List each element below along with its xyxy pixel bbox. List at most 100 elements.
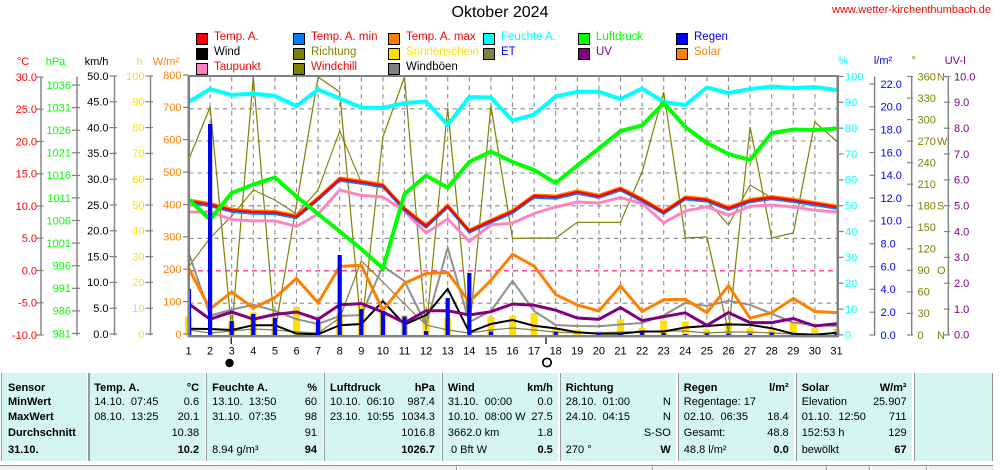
svg-text:20.0: 20.0 — [87, 226, 108, 238]
svg-text:1: 1 — [185, 346, 191, 358]
svg-text:40: 40 — [845, 226, 857, 238]
svg-text:S: S — [937, 201, 944, 213]
svg-text:8.0: 8.0 — [954, 123, 969, 135]
svg-text:5.0: 5.0 — [954, 201, 969, 213]
svg-text:16.0: 16.0 — [881, 147, 902, 159]
svg-text:35.0: 35.0 — [87, 148, 108, 160]
svg-text:2.0: 2.0 — [954, 278, 969, 290]
svg-text:10: 10 — [132, 303, 144, 315]
svg-text:13: 13 — [442, 346, 454, 358]
svg-text:15.0: 15.0 — [87, 251, 108, 263]
svg-text:10: 10 — [845, 304, 857, 316]
svg-text:30: 30 — [918, 308, 930, 320]
svg-text:29: 29 — [787, 346, 799, 358]
svg-text:30.0: 30.0 — [16, 72, 37, 84]
svg-text:10: 10 — [377, 346, 389, 358]
svg-text:7: 7 — [315, 346, 321, 358]
svg-text:10.0: 10.0 — [16, 201, 37, 213]
svg-text:-10.0: -10.0 — [12, 330, 37, 342]
svg-text:10.0: 10.0 — [954, 71, 975, 83]
svg-text:6: 6 — [293, 346, 299, 358]
svg-text:hPa: hPa — [46, 56, 66, 68]
svg-text:8: 8 — [337, 346, 343, 358]
svg-text:0.0: 0.0 — [954, 330, 969, 342]
svg-text:240: 240 — [918, 157, 936, 169]
svg-text:27: 27 — [744, 346, 756, 358]
svg-text:0.0: 0.0 — [93, 329, 108, 341]
svg-text:5: 5 — [272, 346, 278, 358]
svg-text:0.0: 0.0 — [881, 330, 896, 342]
svg-text:20.0: 20.0 — [16, 136, 37, 148]
svg-text:20: 20 — [132, 277, 144, 289]
svg-text:22: 22 — [636, 346, 648, 358]
svg-text:15: 15 — [485, 346, 497, 358]
svg-text:600: 600 — [163, 135, 181, 147]
svg-text:5.0: 5.0 — [22, 233, 37, 245]
svg-text:21: 21 — [614, 346, 626, 358]
svg-text:20.0: 20.0 — [881, 102, 902, 114]
svg-text:70: 70 — [845, 149, 857, 161]
svg-text:%: % — [838, 55, 848, 67]
svg-text:28: 28 — [766, 346, 778, 358]
svg-text:991: 991 — [53, 283, 71, 295]
svg-text:15.0: 15.0 — [16, 169, 37, 181]
svg-text:14.0: 14.0 — [881, 170, 902, 182]
svg-text:N: N — [937, 71, 945, 83]
svg-text:5.0: 5.0 — [93, 303, 108, 315]
svg-text:17: 17 — [528, 346, 540, 358]
svg-text:km/h: km/h — [85, 56, 109, 68]
svg-text:12.0: 12.0 — [881, 193, 902, 205]
svg-text:26: 26 — [722, 346, 734, 358]
svg-text:90: 90 — [132, 97, 144, 109]
svg-text:N: N — [937, 330, 945, 342]
svg-text:500: 500 — [163, 167, 181, 179]
svg-text:0.0: 0.0 — [22, 265, 37, 277]
svg-text:9: 9 — [358, 346, 364, 358]
svg-text:210: 210 — [918, 179, 936, 191]
svg-text:300: 300 — [918, 114, 936, 126]
svg-text:40: 40 — [132, 226, 144, 238]
svg-text:W/m²: W/m² — [153, 56, 180, 68]
svg-text:100: 100 — [126, 71, 144, 83]
svg-text:80: 80 — [132, 122, 144, 134]
svg-text:1036: 1036 — [47, 80, 71, 92]
svg-text:30: 30 — [845, 252, 857, 264]
svg-text:300: 300 — [163, 232, 181, 244]
svg-text:70: 70 — [132, 148, 144, 160]
svg-text:h: h — [136, 56, 142, 68]
svg-text:360: 360 — [918, 71, 936, 83]
svg-text:100: 100 — [163, 296, 181, 308]
svg-text:700: 700 — [163, 102, 181, 114]
svg-text:1.0: 1.0 — [954, 304, 969, 316]
svg-text:30: 30 — [132, 251, 144, 263]
svg-text:16: 16 — [506, 346, 518, 358]
svg-text:W: W — [937, 136, 948, 148]
svg-text:330: 330 — [918, 93, 936, 105]
svg-text:1011: 1011 — [47, 193, 71, 205]
svg-text:30.0: 30.0 — [87, 174, 108, 186]
svg-text:50: 50 — [845, 201, 857, 213]
svg-text:200: 200 — [163, 264, 181, 276]
svg-text:12: 12 — [420, 346, 432, 358]
svg-text:1001: 1001 — [47, 238, 71, 250]
svg-text:3: 3 — [229, 346, 235, 358]
svg-text:9.0: 9.0 — [954, 97, 969, 109]
svg-text:18.0: 18.0 — [881, 124, 902, 136]
svg-text:O: O — [937, 265, 946, 277]
svg-text:23: 23 — [658, 346, 670, 358]
svg-text:25.0: 25.0 — [87, 200, 108, 212]
svg-text:1026: 1026 — [47, 125, 71, 137]
svg-text:1031: 1031 — [47, 102, 71, 114]
svg-text:0: 0 — [175, 329, 181, 341]
svg-text:996: 996 — [53, 261, 71, 273]
svg-text:4.0: 4.0 — [954, 226, 969, 238]
svg-text:60: 60 — [918, 287, 930, 299]
svg-text:270: 270 — [918, 136, 936, 148]
svg-text:25.0: 25.0 — [16, 104, 37, 116]
svg-text:0: 0 — [138, 329, 144, 341]
svg-text:90: 90 — [918, 265, 930, 277]
svg-text:8.0: 8.0 — [881, 239, 896, 251]
svg-text:°C: °C — [17, 56, 29, 68]
svg-text:150: 150 — [918, 222, 936, 234]
svg-text:14: 14 — [463, 346, 475, 358]
